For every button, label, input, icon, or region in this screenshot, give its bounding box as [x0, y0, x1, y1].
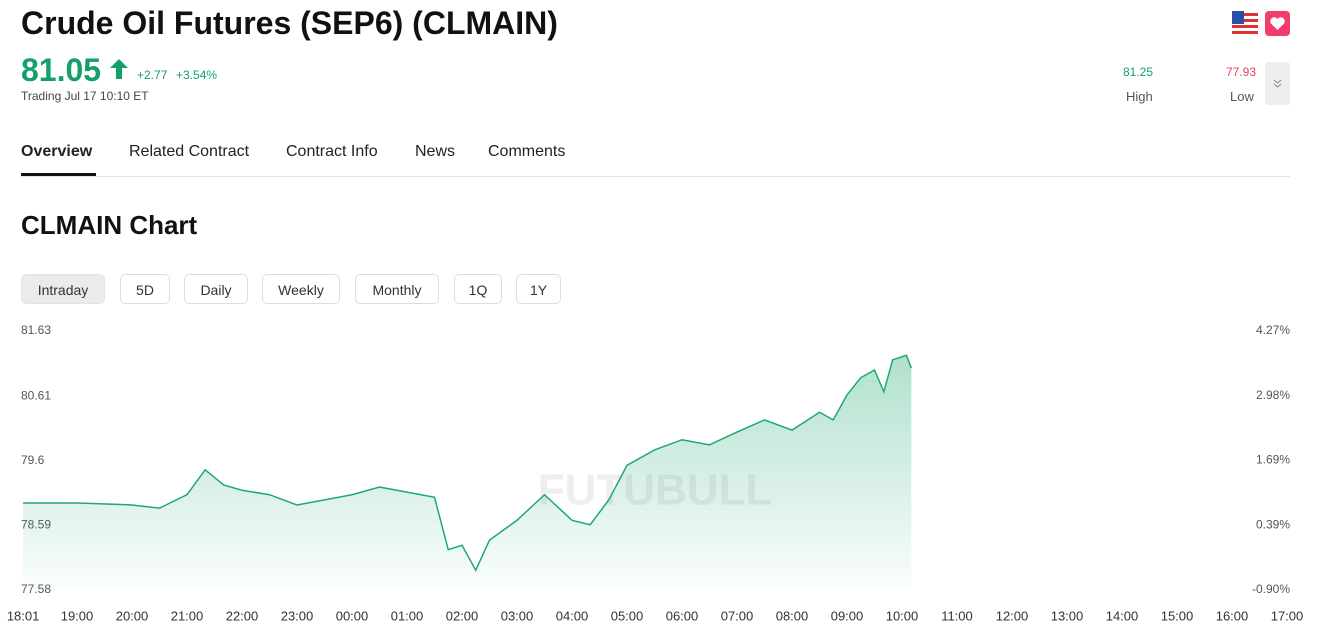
y2-tick-label: 4.27%: [1256, 323, 1290, 337]
x-tick-label: 21:00: [171, 608, 204, 623]
x-tick-label: 00:00: [336, 608, 369, 623]
x-tick-label: 05:00: [611, 608, 644, 623]
x-tick-label: 22:00: [226, 608, 259, 623]
x-tick-label: 20:00: [116, 608, 149, 623]
up-arrow: [110, 59, 128, 79]
expand-button[interactable]: [1265, 62, 1290, 105]
x-tick-label: 12:00: [996, 608, 1029, 623]
tab[interactable]: Contract Info: [286, 143, 378, 160]
high-label: High: [1126, 89, 1153, 104]
tab[interactable]: Comments: [488, 143, 566, 160]
x-tick-label: 23:00: [281, 608, 314, 623]
price-line: [23, 354, 913, 572]
x-tick-label: 07:00: [721, 608, 754, 623]
y-tick-label: 81.63: [21, 323, 51, 337]
divider: [21, 176, 1290, 177]
change: +2.77: [137, 68, 168, 82]
tab[interactable]: News: [415, 143, 456, 160]
range-button[interactable]: 1Y: [516, 274, 561, 304]
title: Crude Oil Futures (SEP6) (CLMAIN): [21, 5, 558, 41]
low-value: 77.93: [1226, 65, 1257, 79]
range-button[interactable]: Intraday: [21, 274, 105, 304]
x-tick-label: 04:00: [556, 608, 589, 623]
range-button[interactable]: Daily: [184, 274, 248, 304]
area-fill: [23, 355, 912, 590]
tab[interactable]: Overview: [21, 143, 93, 160]
price: 81.05: [21, 52, 102, 88]
range-button[interactable]: 1Q: [454, 274, 502, 304]
x-tick-label: 01:00: [391, 608, 424, 623]
chart-heading: CLMAIN Chart: [21, 210, 198, 240]
x-tick-label: 06:00: [666, 608, 699, 623]
y2-tick-label: -0.90%: [1252, 582, 1290, 596]
us-flag: [1232, 11, 1258, 37]
y2-tick-label: 1.69%: [1256, 452, 1290, 466]
x-tick-label: 19:00: [61, 608, 94, 623]
y-tick-label: 79.6: [21, 453, 45, 467]
x-tick-label: 13:00: [1051, 608, 1084, 623]
x-tick-label: 17:00: [1271, 608, 1304, 623]
range-button[interactable]: Weekly: [262, 274, 340, 304]
status: Trading Jul 17 10:10 ET: [21, 89, 149, 103]
x-tick-label: 09:00: [831, 608, 864, 623]
y2-tick-label: 2.98%: [1256, 388, 1290, 402]
x-tick-label: 11:00: [941, 608, 973, 623]
favorite-button[interactable]: [1265, 11, 1290, 36]
range-button[interactable]: 5D: [120, 274, 170, 304]
y-tick-label: 80.61: [21, 388, 51, 402]
x-tick-label: 14:00: [1106, 608, 1139, 623]
x-tick-label: 16:00: [1216, 608, 1249, 623]
range-button[interactable]: Monthly: [355, 274, 439, 304]
tab[interactable]: Related Contract: [129, 143, 250, 160]
x-tick-label: 08:00: [776, 608, 809, 623]
tab-indicator: [21, 173, 96, 176]
x-tick-label: 10:00: [886, 608, 919, 623]
x-tick-label: 18:01: [7, 608, 40, 623]
y2-tick-label: 0.39%: [1256, 518, 1290, 532]
x-tick-label: 03:00: [501, 608, 534, 623]
high-value: 81.25: [1123, 65, 1154, 79]
x-tick-label: 02:00: [446, 608, 479, 623]
x-tick-label: 15:00: [1161, 608, 1194, 623]
low-label: Low: [1230, 89, 1254, 104]
change-pct: +3.54%: [176, 68, 218, 82]
